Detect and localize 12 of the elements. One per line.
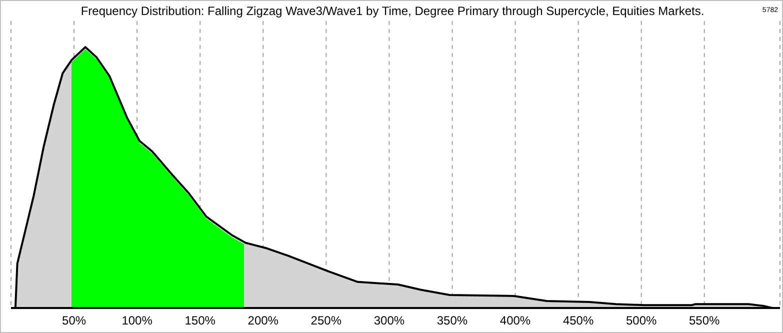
x-tick-label: 500% [626, 314, 657, 328]
x-tick-label: 450% [562, 314, 594, 328]
x-tick-label: 50% [62, 314, 86, 328]
x-tick-label: 350% [436, 314, 468, 328]
x-tick-label: 300% [374, 314, 405, 328]
x-tick-label: 400% [500, 314, 531, 328]
x-tick-label: 250% [310, 314, 342, 328]
x-tick-label: 150% [184, 314, 216, 328]
x-tick-label: 100% [122, 314, 153, 328]
x-tick-label: 200% [248, 314, 279, 328]
chart-title: Frequency Distribution: Falling Zigzag Wave3/Wave1 by Time, Degree Primary through Supercycle, Equities Markets. [80, 4, 704, 18]
x-tick-label: 550% [689, 314, 720, 328]
